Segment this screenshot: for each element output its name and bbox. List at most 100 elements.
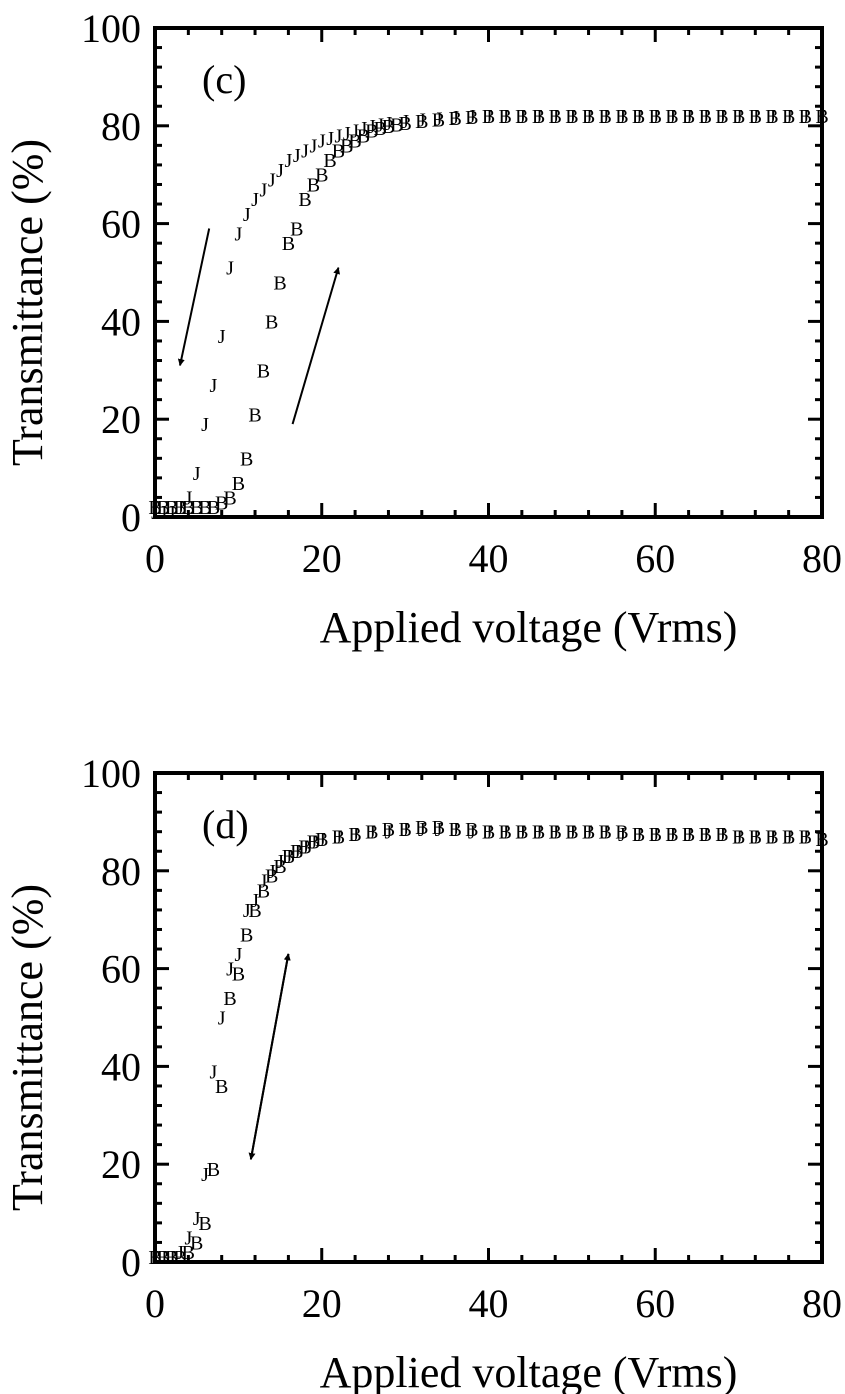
data-point-J: J bbox=[601, 822, 609, 844]
data-point-J: J bbox=[368, 822, 376, 844]
data-point-J: J bbox=[535, 106, 543, 128]
data-point-B: B bbox=[532, 106, 545, 128]
data-point-J: J bbox=[201, 1164, 209, 1186]
data-point-B: B bbox=[549, 106, 562, 128]
data-point-B: B bbox=[565, 106, 578, 128]
data-point-J: J bbox=[351, 121, 359, 143]
data-point-B: B bbox=[273, 856, 286, 878]
y-tick-label: 0 bbox=[121, 495, 141, 540]
data-point-B: B bbox=[815, 829, 828, 851]
data-point-J: J bbox=[685, 824, 693, 846]
data-point-J: J bbox=[243, 900, 251, 922]
data-point-B: B bbox=[432, 817, 445, 839]
y-tick-label: 60 bbox=[101, 947, 141, 992]
data-point-J: J bbox=[276, 160, 284, 182]
data-point-J: J bbox=[351, 824, 359, 846]
x-axis-title: Applied voltage (Vrms) bbox=[320, 1348, 738, 1394]
data-point-J: J bbox=[651, 824, 659, 846]
data-point-J: J bbox=[276, 851, 284, 873]
data-point-J: J bbox=[485, 822, 493, 844]
chart-panel-c: 0 20 40 60 80 0 20 40 60 80 100 Applied voltage (Vr… bbox=[3, 6, 842, 652]
chart-panel-d: 0 20 40 60 80 0 20 40 60 80 100 Applied voltage (Vr… bbox=[3, 751, 842, 1394]
data-point-B: B bbox=[699, 106, 712, 128]
data-point-J: J bbox=[701, 106, 709, 128]
data-point-B: B bbox=[223, 487, 236, 509]
data-point-J: J bbox=[226, 959, 234, 981]
data-point-J: J bbox=[735, 106, 743, 128]
data-point-B: B bbox=[157, 497, 170, 519]
data-point-J: J bbox=[601, 106, 609, 128]
data-point-B: B bbox=[815, 106, 828, 128]
data-point-J: J bbox=[685, 106, 693, 128]
data-point-B: B bbox=[398, 113, 411, 135]
data-point-J: J bbox=[718, 824, 726, 846]
data-point-J: J bbox=[801, 106, 809, 128]
data-point-B: B bbox=[515, 106, 528, 128]
data-point-J: J bbox=[785, 106, 793, 128]
data-point-B: B bbox=[799, 106, 812, 128]
data-point-J: J bbox=[751, 106, 759, 128]
data-point-B: B bbox=[499, 822, 512, 844]
data-point-B: B bbox=[265, 866, 278, 888]
data-point-J: J bbox=[818, 829, 826, 851]
data-point-J: J bbox=[401, 819, 409, 841]
x-tick-label: 20 bbox=[302, 536, 342, 581]
y-tick-label: 100 bbox=[81, 751, 141, 796]
data-point-J: J bbox=[193, 1208, 201, 1230]
data-point-J: J bbox=[243, 204, 251, 226]
data-point-B: B bbox=[615, 106, 628, 128]
data-point-B: B bbox=[649, 106, 662, 128]
data-point-J: J bbox=[209, 1061, 217, 1083]
data-point-J: J bbox=[501, 822, 509, 844]
data-point-B: B bbox=[207, 1159, 220, 1181]
data-point-B: B bbox=[148, 1247, 161, 1269]
x-tick-label: 80 bbox=[802, 1281, 842, 1326]
data-point-J: J bbox=[184, 1228, 192, 1250]
data-point-B: B bbox=[732, 106, 745, 128]
data-point-J: J bbox=[209, 375, 217, 397]
data-point-J: J bbox=[701, 824, 709, 846]
data-point-B: B bbox=[632, 824, 645, 846]
data-point-J: J bbox=[268, 861, 276, 883]
data-point-J: J bbox=[234, 223, 242, 245]
data-point-B: B bbox=[340, 135, 353, 157]
data-point-J: J bbox=[310, 831, 318, 853]
data-point-B: B bbox=[223, 988, 236, 1010]
data-point-B: B bbox=[465, 107, 478, 129]
data-point-B: B bbox=[348, 130, 361, 152]
data-point-J: J bbox=[151, 1247, 159, 1269]
data-point-J: J bbox=[268, 170, 276, 192]
data-point-B: B bbox=[432, 109, 445, 131]
data-point-B: B bbox=[298, 836, 311, 858]
data-point-B: B bbox=[307, 174, 320, 196]
data-point-B: B bbox=[482, 106, 495, 128]
direction-arrow bbox=[248, 953, 290, 1160]
data-point-J: J bbox=[159, 1247, 167, 1269]
data-point-B: B bbox=[749, 106, 762, 128]
data-point-J: J bbox=[768, 827, 776, 849]
data-point-J: J bbox=[218, 326, 226, 348]
data-point-J: J bbox=[668, 824, 676, 846]
data-point-J: J bbox=[251, 189, 259, 211]
data-point-J: J bbox=[801, 827, 809, 849]
data-point-B: B bbox=[632, 106, 645, 128]
data-point-J: J bbox=[568, 106, 576, 128]
data-point-B: B bbox=[465, 819, 478, 841]
data-point-B: B bbox=[240, 924, 253, 946]
y-tick-label: 100 bbox=[81, 6, 141, 51]
data-point-J: J bbox=[518, 106, 526, 128]
data-point-J: J bbox=[551, 822, 559, 844]
data-point-B: B bbox=[173, 497, 186, 519]
data-point-J: J bbox=[318, 829, 326, 851]
data-point-J: J bbox=[451, 819, 459, 841]
data-point-B: B bbox=[215, 1076, 228, 1098]
data-point-J: J bbox=[368, 116, 376, 138]
data-point-B: B bbox=[415, 817, 428, 839]
x-tick-label: 60 bbox=[635, 536, 675, 581]
data-point-B: B bbox=[482, 822, 495, 844]
data-point-J: J bbox=[418, 109, 426, 131]
data-point-B: B bbox=[248, 404, 261, 426]
plot-frame bbox=[153, 771, 824, 1264]
x-tick-label: 80 bbox=[802, 536, 842, 581]
